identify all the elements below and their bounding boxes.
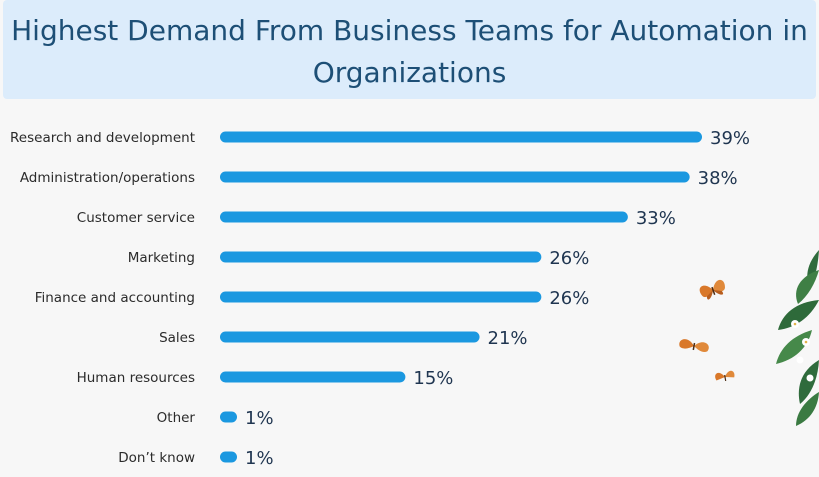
bar xyxy=(220,211,628,223)
leaves-icon xyxy=(776,250,819,426)
bar xyxy=(220,251,542,263)
category-label: Other xyxy=(157,410,196,426)
bar xyxy=(220,131,702,143)
bar xyxy=(220,371,406,383)
category-label: Finance and accounting xyxy=(35,290,195,306)
category-label: Sales xyxy=(159,330,195,346)
category-label: Administration/operations xyxy=(20,170,195,186)
value-label: 1% xyxy=(245,448,274,469)
value-label: 39% xyxy=(710,128,750,149)
value-label: 38% xyxy=(698,168,738,189)
bar xyxy=(220,331,480,343)
category-label: Customer service xyxy=(77,210,195,226)
category-label: Don’t know xyxy=(118,450,195,466)
bar xyxy=(220,451,237,463)
chart-title-box: Highest Demand From Business Teams for A… xyxy=(3,0,816,99)
value-label: 1% xyxy=(245,408,274,429)
category-label: Marketing xyxy=(128,250,195,266)
butterfly-icon xyxy=(679,339,709,353)
value-label: 26% xyxy=(549,288,589,309)
bar xyxy=(220,171,690,183)
value-label: 21% xyxy=(488,328,528,349)
chart-title-line-2: Organizations xyxy=(312,56,507,89)
bar xyxy=(220,291,542,303)
chart-title-line-1: Highest Demand From Business Teams for A… xyxy=(11,14,808,47)
value-label: 15% xyxy=(413,368,453,389)
value-label: 26% xyxy=(549,248,589,269)
butterfly-icon xyxy=(699,279,725,300)
category-label: Research and development xyxy=(10,130,195,146)
value-label: 33% xyxy=(636,208,676,229)
category-label: Human resources xyxy=(77,370,195,386)
bar xyxy=(220,411,237,423)
butterfly-icon xyxy=(715,370,735,382)
